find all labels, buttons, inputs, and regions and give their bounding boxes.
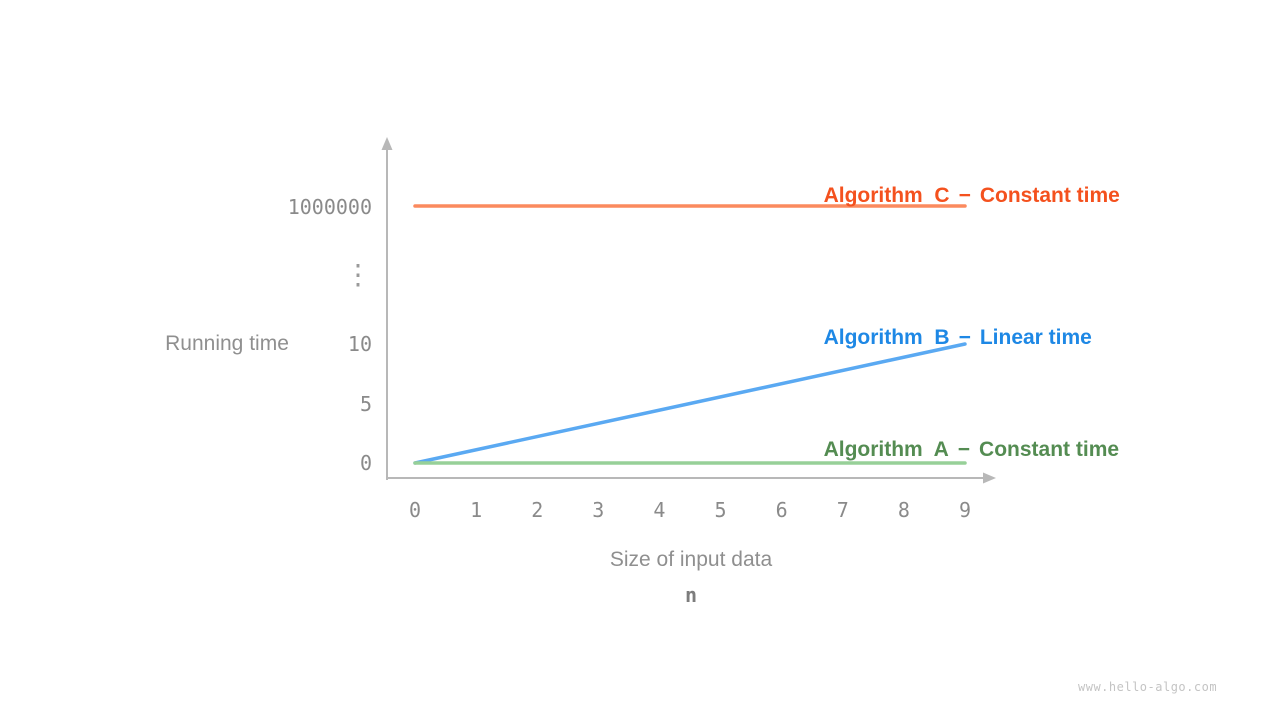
watermark: www.hello-algo.com bbox=[1078, 680, 1218, 694]
x-tick-4: 4 bbox=[653, 498, 666, 522]
x-tick-0: 0 bbox=[408, 498, 422, 522]
x-tick-3: 3 bbox=[592, 498, 605, 522]
legend-dash: − bbox=[958, 184, 971, 207]
legend-algorithm-a: Algorithm A − Constant time bbox=[801, 411, 1120, 489]
legend-series-description: Constant time bbox=[979, 438, 1120, 461]
legend-dash: − bbox=[957, 438, 971, 461]
y-tick-0: 0 bbox=[359, 451, 372, 475]
series-lines bbox=[413, 204, 967, 465]
legend-series-name: Algorithm B bbox=[823, 326, 950, 349]
y-axis bbox=[381, 137, 393, 480]
legend-series-description: Constant time bbox=[979, 184, 1120, 207]
y-tick-5: 5 bbox=[359, 392, 372, 416]
x-tick-1: 1 bbox=[470, 498, 483, 522]
x-axis-title: Size of input data bbox=[609, 548, 773, 571]
legend-series-name: Algorithm A bbox=[823, 438, 949, 461]
x-tick-8: 8 bbox=[897, 498, 910, 522]
x-tick-7: 7 bbox=[836, 498, 849, 522]
x-tick-6: 6 bbox=[775, 498, 788, 522]
x-tick-5: 5 bbox=[714, 498, 727, 522]
legend-series-name: Algorithm C bbox=[823, 184, 950, 207]
legend-dash: − bbox=[958, 326, 971, 349]
legend-algorithm-b: Algorithm B − Linear time bbox=[801, 299, 1092, 377]
legend-algorithm-c: Algorithm C − Constant time bbox=[801, 157, 1120, 235]
x-axis bbox=[386, 472, 996, 484]
legend-series-description: Linear time bbox=[979, 326, 1092, 349]
y-axis-break-ellipsis: ⋮ bbox=[344, 258, 372, 291]
x-tick-9: 9 bbox=[958, 498, 972, 522]
y-tick-1000000: 1000000 bbox=[287, 195, 372, 219]
y-tick-10: 10 bbox=[347, 332, 372, 356]
series-line-b bbox=[413, 342, 967, 465]
y-axis-title: Running time bbox=[165, 332, 289, 355]
x-tick-2: 2 bbox=[531, 498, 544, 522]
x-axis-symbol: n bbox=[684, 583, 698, 607]
